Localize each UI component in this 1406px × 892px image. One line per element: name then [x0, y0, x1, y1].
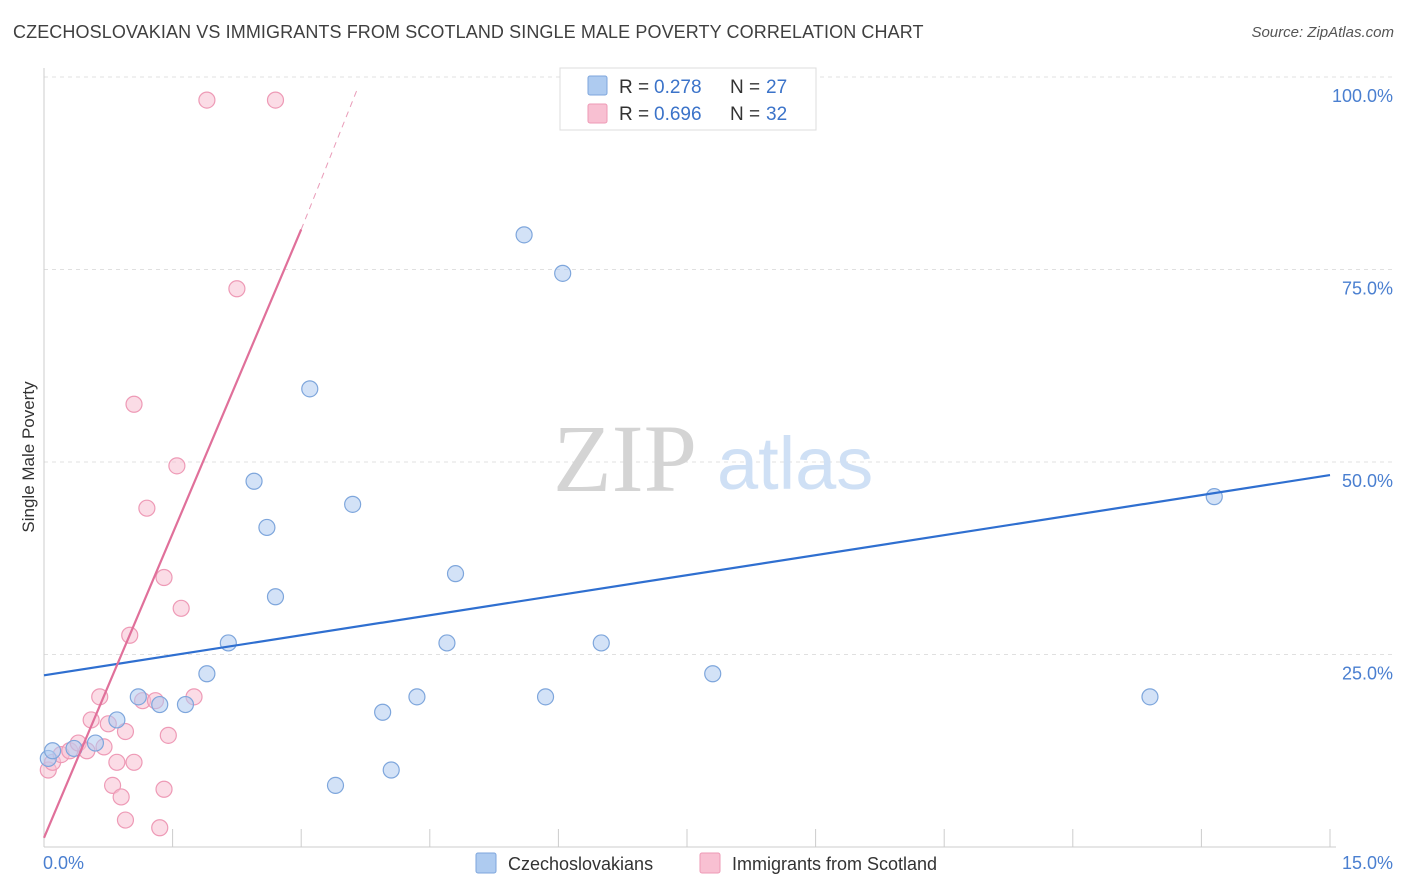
scotland-point-11 [108, 753, 126, 771]
legend-swatch-czech [587, 75, 608, 96]
legend-n-value-scotland: 32 [766, 104, 787, 125]
x-tick-label-min: 0.0% [43, 853, 84, 873]
czech-point-6 [151, 695, 169, 714]
czech-point-15 [344, 495, 362, 513]
y-tick-label-100: 100.0% [1332, 86, 1393, 106]
legend-bottom: Czechoslovakians Immigrants from Scotlan… [475, 852, 937, 874]
legend-r-label-scotland: R = [619, 104, 649, 125]
czech-point-19 [438, 634, 456, 652]
scotland-point-19 [138, 499, 156, 517]
legend-n-label-czech: N = [730, 77, 760, 98]
gridlines [44, 76, 1394, 655]
watermark-zip: ZIP [553, 405, 697, 512]
czech-point-13 [301, 380, 319, 398]
czech-point-14 [326, 776, 345, 795]
bottom-legend-swatch-czech [475, 852, 497, 874]
series-scotland-points [39, 91, 285, 837]
scotland-point-25 [168, 457, 186, 475]
scotland-point-14 [116, 811, 135, 829]
bottom-legend-label-czech: Czechoslovakians [508, 854, 653, 874]
scotland-point-29 [228, 280, 246, 298]
scotland-point-28 [198, 91, 216, 109]
source-credit: Source: ZipAtlas.com [1251, 24, 1394, 41]
scotland-point-30 [266, 91, 285, 109]
czech-point-16 [374, 703, 392, 721]
legend-n-value-czech: 27 [766, 77, 787, 98]
scotland-point-23 [155, 780, 173, 798]
scotland-trend-extension [300, 89, 358, 230]
scotland-point-16 [125, 395, 143, 413]
czech-point-23 [554, 264, 572, 282]
czech-point-11 [258, 518, 276, 537]
czech-point-27 [1205, 488, 1223, 506]
czech-trend-line [43, 474, 1331, 677]
scotland-point-12 [112, 788, 130, 806]
legend-r-label-czech: R = [619, 77, 649, 98]
y-axis-label: Single Male Poverty [19, 381, 38, 533]
bottom-legend-label-scotland: Immigrants from Scotland [732, 854, 937, 874]
scotland-point-21 [151, 819, 169, 837]
legend-r-value-czech: 0.278 [654, 77, 702, 98]
y-tick-label-50: 50.0% [1342, 471, 1393, 491]
y-tick-label-25: 25.0% [1342, 664, 1393, 684]
czech-point-17 [382, 761, 400, 779]
scotland-trend-line [42, 229, 303, 839]
czech-point-21 [515, 226, 533, 244]
legend-n-label-scotland: N = [730, 104, 760, 125]
czech-point-25 [704, 665, 722, 683]
scotland-point-17 [125, 753, 143, 771]
chart-title: CZECHOSLOVAKIAN VS IMMIGRANTS FROM SCOTL… [13, 22, 924, 42]
czech-point-5 [129, 688, 147, 706]
czech-point-22 [536, 688, 555, 706]
czech-point-7 [176, 695, 195, 714]
czech-point-3 [86, 734, 105, 752]
bottom-legend-swatch-scotland [699, 852, 721, 874]
czech-point-20 [446, 565, 465, 583]
czech-point-18 [408, 688, 426, 706]
czech-point-4 [108, 711, 126, 729]
x-tick-label-max: 15.0% [1342, 853, 1393, 873]
trend-lines [42, 89, 1331, 839]
czech-point-12 [266, 588, 285, 606]
legend-swatch-scotland [587, 103, 608, 124]
y-tick-labels: 25.0% 50.0% 75.0% 100.0% [1332, 86, 1393, 684]
watermark-atlas: atlas [717, 422, 873, 505]
scotland-point-24 [159, 726, 177, 744]
scotland-point-22 [155, 568, 173, 587]
legend-r-value-scotland: 0.696 [654, 104, 702, 125]
czech-point-26 [1141, 688, 1159, 706]
x-axis-ticks [172, 829, 1331, 847]
czech-point-1 [43, 742, 62, 760]
scotland-point-10 [103, 776, 122, 795]
czech-point-24 [592, 634, 610, 652]
scotland-point-26 [172, 599, 190, 617]
legend-top: R = 0.278 N = 27 R = 0.696 N = 32 [559, 67, 817, 131]
czech-point-10 [245, 472, 263, 490]
scotland-point-13 [116, 722, 135, 741]
y-tick-label-75: 75.0% [1342, 279, 1393, 299]
czech-point-8 [198, 665, 216, 683]
